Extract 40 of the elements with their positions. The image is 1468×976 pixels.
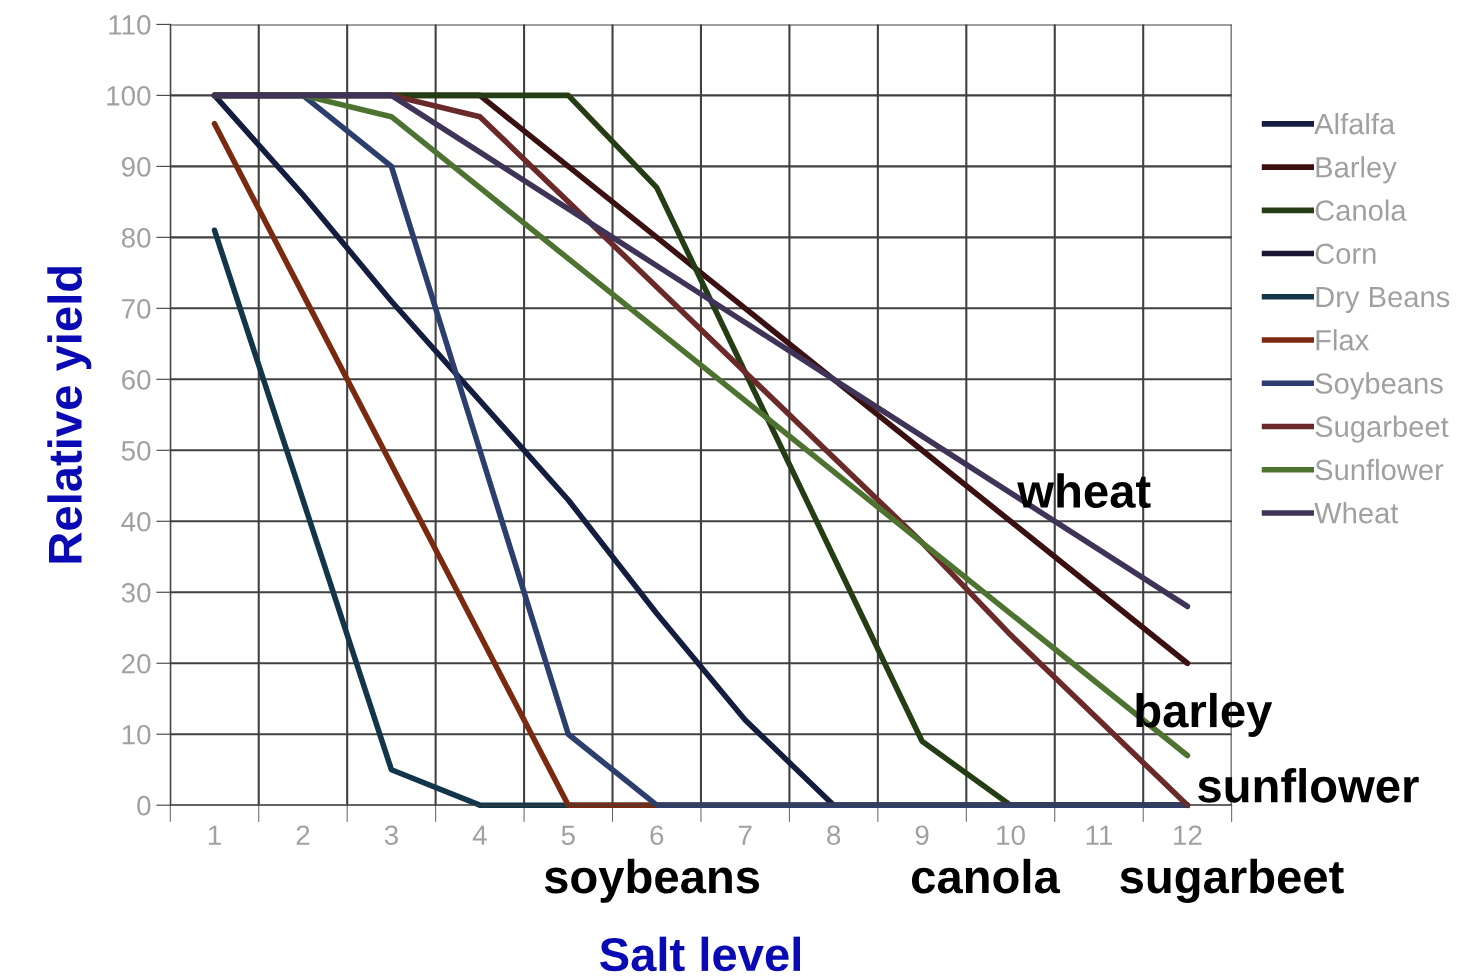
x-tick-label: 10 [997,825,1025,846]
x-tick-label: 9 [915,825,929,846]
x-tick-label: 3 [384,825,398,846]
text: canola [912,858,1061,894]
x-tick-label: 11 [1086,825,1113,845]
x-tick-label: 12 [1174,825,1202,845]
legend-label: Flax [1316,329,1369,351]
x-tick-label: 1 [208,825,221,845]
annotation: sunflower [1198,768,1419,803]
legend-label: Soybeans [1315,372,1443,400]
legend-label: Sugarbeet [1315,415,1449,443]
legend-label: Barley [1316,156,1397,184]
x-tick-label: 4 [472,825,487,845]
legend-label: Canola [1315,199,1407,221]
text: soybeans [544,858,760,903]
x-axis-title: Salt level [599,936,801,972]
y-tick-label: 0 [137,795,151,816]
y-tick-label: 70 [122,299,151,319]
x-tick-label: 7 [738,825,752,845]
y-tick-label: 100 [107,86,151,106]
y-tick-label: 10 [122,724,151,745]
y-tick-label: 30 [121,582,151,603]
x-tick-label: 6 [650,825,664,846]
y-tick-label: 90 [121,157,151,177]
x-tick-label: 8 [827,825,841,846]
x-tick-label: 5 [561,825,575,846]
y-tick-label: 50 [121,440,151,461]
y-tick-label: 60 [122,369,151,390]
legend-label: Alfalfa [1314,112,1396,135]
y-tick-label: 20 [122,653,151,674]
y-tick-label: 80 [121,228,151,248]
x-tick-label: 2 [296,825,310,845]
y-axis-title: Relative yield [47,266,92,563]
y-tick-label: 110 [109,15,151,35]
y-tick-label: 40 [121,511,151,532]
legend-label: Dry Beans [1316,286,1450,314]
legend-label: Sunflower [1315,458,1444,481]
legend-label: Corn [1315,243,1376,265]
text: sugarbeet [1120,858,1344,904]
legend-label: Wheat [1314,502,1399,524]
